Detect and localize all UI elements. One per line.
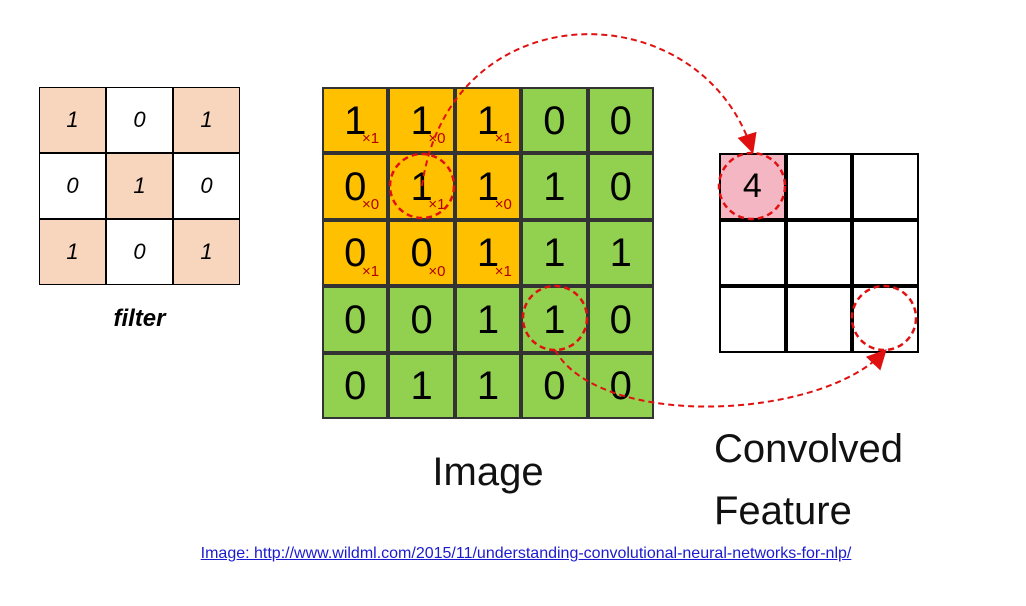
image-cell-value: 1 <box>410 364 433 409</box>
convolved-cell <box>785 153 853 220</box>
image-cell: 1 ×0 <box>388 87 455 154</box>
image-cell: 1 <box>388 352 455 419</box>
image-cell-value: 0 <box>344 165 367 210</box>
filter-cell: 0 <box>106 87 173 153</box>
image-cell-value: 1 <box>476 231 500 276</box>
image-cell-value: 1 <box>476 297 500 342</box>
image-cell: 1 <box>454 352 522 419</box>
filter-cell: 1 <box>106 153 173 219</box>
image-cell: 0 <box>388 286 455 353</box>
convolved-cell <box>852 153 920 220</box>
image-cell-value: 1 <box>344 98 367 143</box>
convolved-title-line2: Feature <box>714 489 852 533</box>
image-cell: 0 <box>322 286 389 353</box>
image-cell-value: 0 <box>410 297 433 342</box>
convolved-cell <box>785 219 853 287</box>
filter-cell: 0 <box>106 219 173 285</box>
convolved-feature-title: Convolved Feature <box>714 418 903 542</box>
convolved-cell <box>719 286 786 354</box>
image-cell-value: 0 <box>609 165 632 210</box>
convolved-title-line1: Convolved <box>714 427 904 471</box>
image-cell-value: 0 <box>543 364 566 409</box>
image-cell: 1 <box>454 286 522 353</box>
image-cell: 0 ×0 <box>322 153 389 220</box>
image-cell-value: 0 <box>344 364 367 409</box>
image-cell-value: 0 <box>543 98 566 143</box>
image-cell: 1 ×1 <box>454 219 522 287</box>
image-cell: 1 ×0 <box>454 153 522 220</box>
image-cell-value: 1 <box>543 297 566 342</box>
image-cell: 0 <box>587 352 654 419</box>
convolved-cell <box>852 286 920 354</box>
filter-weight-label: ×1 <box>494 130 512 147</box>
image-cell: 0 <box>322 352 389 419</box>
image-cell: 0 <box>587 153 654 220</box>
image-cell-value: 0 <box>410 231 433 276</box>
image-cell: 1 <box>587 219 654 287</box>
filter-weight-label: ×0 <box>362 196 380 214</box>
image-cell-value: 1 <box>543 231 566 276</box>
filter-weight-label: ×1 <box>362 130 380 147</box>
filter-title: filter <box>113 305 166 332</box>
filter-cell: 1 <box>173 87 240 153</box>
filter-weight-label: ×0 <box>428 262 446 280</box>
filter-cell: 0 <box>39 153 106 219</box>
image-cell: 1 ×1 <box>388 153 455 220</box>
image-cell-value: 0 <box>344 231 367 276</box>
filter-weight-label: ×0 <box>428 130 446 147</box>
image-cell: 0 ×1 <box>322 219 389 287</box>
convolved-cell <box>719 219 786 287</box>
convolved-cell <box>785 286 853 354</box>
filter-cell: 0 <box>173 153 240 219</box>
filter-cell: 1 <box>39 219 106 285</box>
image-cell: 0 <box>587 286 654 353</box>
filter-weight-label: ×0 <box>494 196 512 214</box>
image-cell-value: 0 <box>609 364 632 409</box>
image-cell: 0 <box>521 352 588 419</box>
filter-weight-label: ×1 <box>362 262 380 280</box>
image-cell: 0 ×0 <box>388 219 455 287</box>
filter-cell: 1 <box>173 219 240 285</box>
image-grid: 1 ×1 1 ×0 1 ×1 0 0 0 ×0 1 ×1 1 ×0 1 0 0 ×1 0 ×0 1 ×1 1 1 0 0 1 1 0 0 1… <box>322 87 654 419</box>
filter-weight-label: ×1 <box>428 196 446 214</box>
convolved-cell <box>852 219 920 287</box>
image-cell-value: 1 <box>609 231 632 276</box>
image-cell: 1 ×1 <box>454 87 522 154</box>
image-cell-value: 1 <box>543 165 566 210</box>
image-cell-value: 1 <box>476 364 500 409</box>
image-cell: 1 <box>521 219 588 287</box>
image-cell: 0 <box>587 87 654 154</box>
image-title: Image <box>432 450 544 494</box>
image-cell-value: 0 <box>609 297 632 342</box>
image-cell-value: 0 <box>609 98 632 143</box>
convolved-feature-grid: 4 <box>719 153 920 354</box>
image-cell-value: 0 <box>344 297 367 342</box>
source-link[interactable]: Image: http://www.wildml.com/2015/11/und… <box>200 545 852 562</box>
filter-weight-label: ×1 <box>494 262 512 280</box>
filter-cell: 1 <box>39 87 106 153</box>
image-cell: 1 ×1 <box>322 87 389 154</box>
convolved-cell: 4 <box>719 153 786 220</box>
image-cell: 0 <box>521 87 588 154</box>
image-cell: 1 <box>521 153 588 220</box>
image-cell: 1 <box>521 286 588 353</box>
